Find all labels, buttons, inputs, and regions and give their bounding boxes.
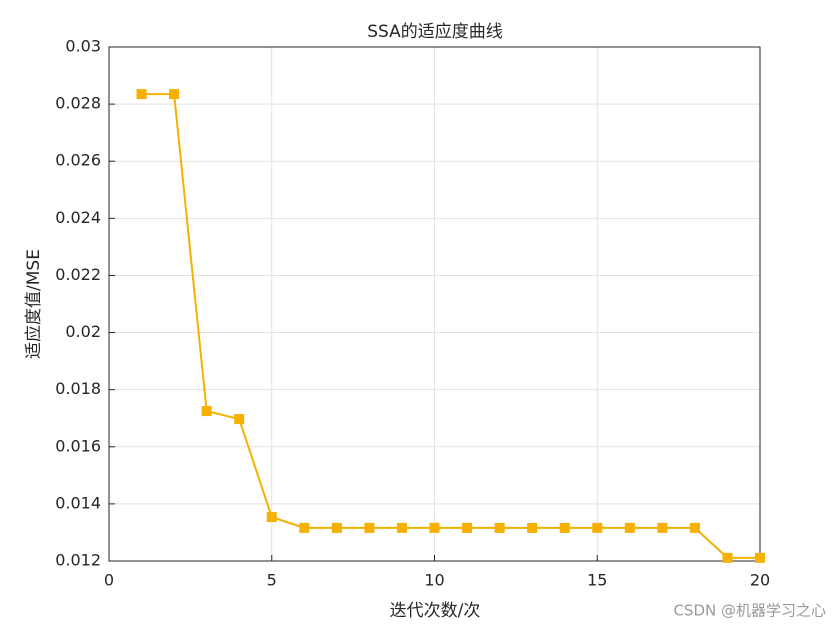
x-tick-label: 5 [267, 571, 277, 590]
data-point [462, 522, 473, 533]
data-point [299, 522, 310, 533]
x-tick-label: 20 [750, 571, 770, 590]
y-tick-label: 0.014 [55, 493, 101, 512]
y-tick-label: 0.028 [55, 94, 101, 113]
data-point [657, 522, 668, 533]
data-point [722, 552, 733, 563]
data-point [331, 522, 342, 533]
y-axis-label: 适应度值/MSE [24, 249, 44, 359]
data-point [527, 522, 538, 533]
data-point [201, 406, 212, 417]
y-tick-label: 0.016 [55, 436, 101, 455]
y-tick-label: 0.02 [65, 322, 101, 341]
data-point [494, 522, 505, 533]
x-tick-label: 0 [104, 571, 114, 590]
x-tick-label: 10 [424, 571, 444, 590]
data-point [234, 414, 245, 425]
data-point [266, 512, 277, 523]
y-tick-label: 0.026 [55, 151, 101, 170]
data-line [141, 93, 760, 559]
data-point [592, 522, 603, 533]
x-tick-label: 15 [587, 571, 607, 590]
plot-frame [108, 46, 761, 562]
data-point [755, 552, 765, 563]
y-tick-label: 0.022 [55, 265, 101, 284]
data-point [396, 522, 407, 533]
y-tick-label: 0.024 [55, 208, 101, 227]
y-tick-label: 0.012 [55, 551, 101, 570]
data-point [169, 89, 180, 100]
data-point [689, 522, 700, 533]
data-point [136, 89, 147, 100]
y-tick-label: 0.018 [55, 379, 101, 398]
x-axis-label: 迭代次数/次 [390, 601, 481, 621]
data-point [624, 522, 635, 533]
y-tick-label: 0.03 [65, 37, 101, 56]
data-point [429, 522, 440, 533]
data-point [364, 522, 375, 533]
watermark: CSDN @机器学习之心 [673, 602, 826, 620]
data-point [559, 522, 570, 533]
chart-title: SSA的适应度曲线 [367, 22, 503, 42]
